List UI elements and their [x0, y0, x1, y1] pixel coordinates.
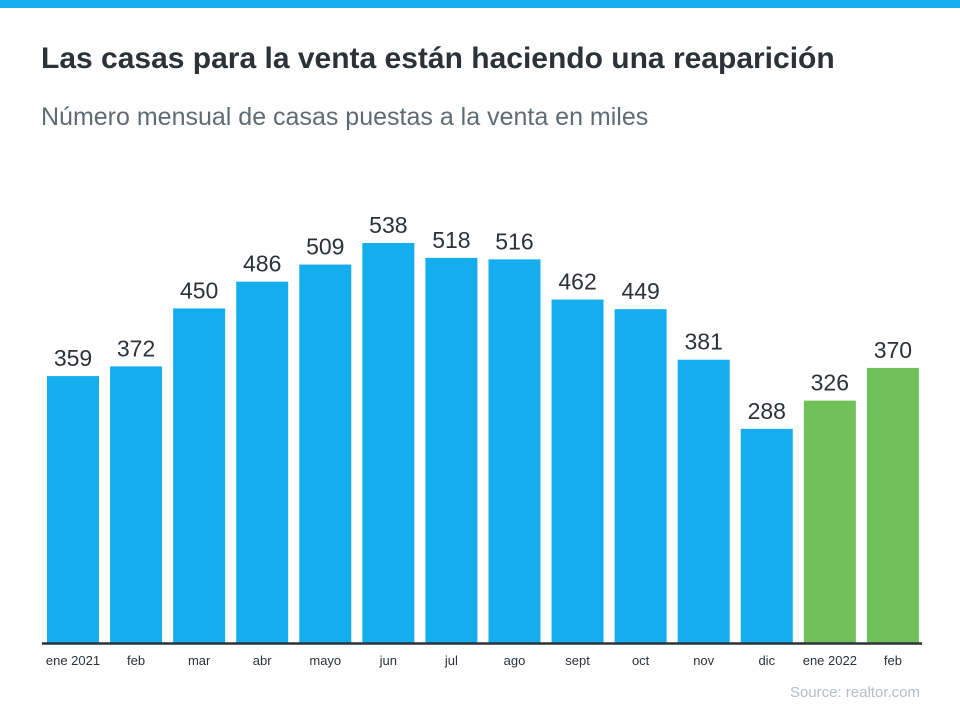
data-label: 288: [748, 398, 786, 424]
data-label: 518: [432, 227, 470, 253]
data-label: 370: [874, 337, 912, 363]
data-label: 449: [621, 278, 659, 304]
bar: [173, 308, 226, 643]
x-tick-label: dic: [758, 653, 775, 668]
bar: [740, 428, 793, 643]
bar: [425, 257, 478, 643]
data-label: 450: [180, 277, 218, 303]
x-tick-label: sept: [565, 653, 590, 668]
data-label: 538: [369, 212, 407, 238]
x-tick-label: mar: [188, 653, 211, 668]
x-tick-label: oct: [632, 653, 650, 668]
data-label: 462: [558, 269, 596, 295]
x-tick-label: abr: [253, 653, 272, 668]
data-label: 326: [811, 370, 849, 396]
bar: [362, 243, 415, 643]
data-label: 509: [306, 234, 344, 260]
chart-title: Las casas para la venta están haciendo u…: [41, 42, 835, 75]
x-tick-label: feb: [127, 653, 145, 668]
bar: [551, 299, 604, 643]
bar: [236, 281, 289, 643]
data-label: 516: [495, 228, 533, 254]
x-tick-label: nov: [693, 653, 714, 668]
bar: [677, 359, 730, 643]
data-label: 381: [685, 329, 723, 355]
bar: [803, 400, 856, 643]
data-label: 372: [117, 335, 155, 361]
bar: [488, 259, 541, 643]
x-tick-label: ene 2022: [803, 653, 857, 668]
bar: [110, 366, 163, 643]
data-label: 486: [243, 251, 281, 277]
bar: [614, 309, 667, 643]
x-tick-label: ago: [504, 653, 526, 668]
x-tick-label: jun: [379, 653, 397, 668]
chart-subtitle: Número mensual de casas puestas a la ven…: [41, 103, 649, 131]
x-tick-label: mayo: [309, 653, 341, 668]
bar: [866, 367, 919, 643]
source-note: Source: realtor.com: [789, 684, 920, 701]
top-accent-bar: [0, 0, 960, 8]
x-tick-label: ene 2021: [46, 653, 100, 668]
bar: [47, 376, 99, 643]
bar: [299, 264, 352, 643]
data-label: 359: [54, 345, 92, 371]
x-tick-label: feb: [884, 653, 902, 668]
x-tick-label: jul: [444, 653, 458, 668]
